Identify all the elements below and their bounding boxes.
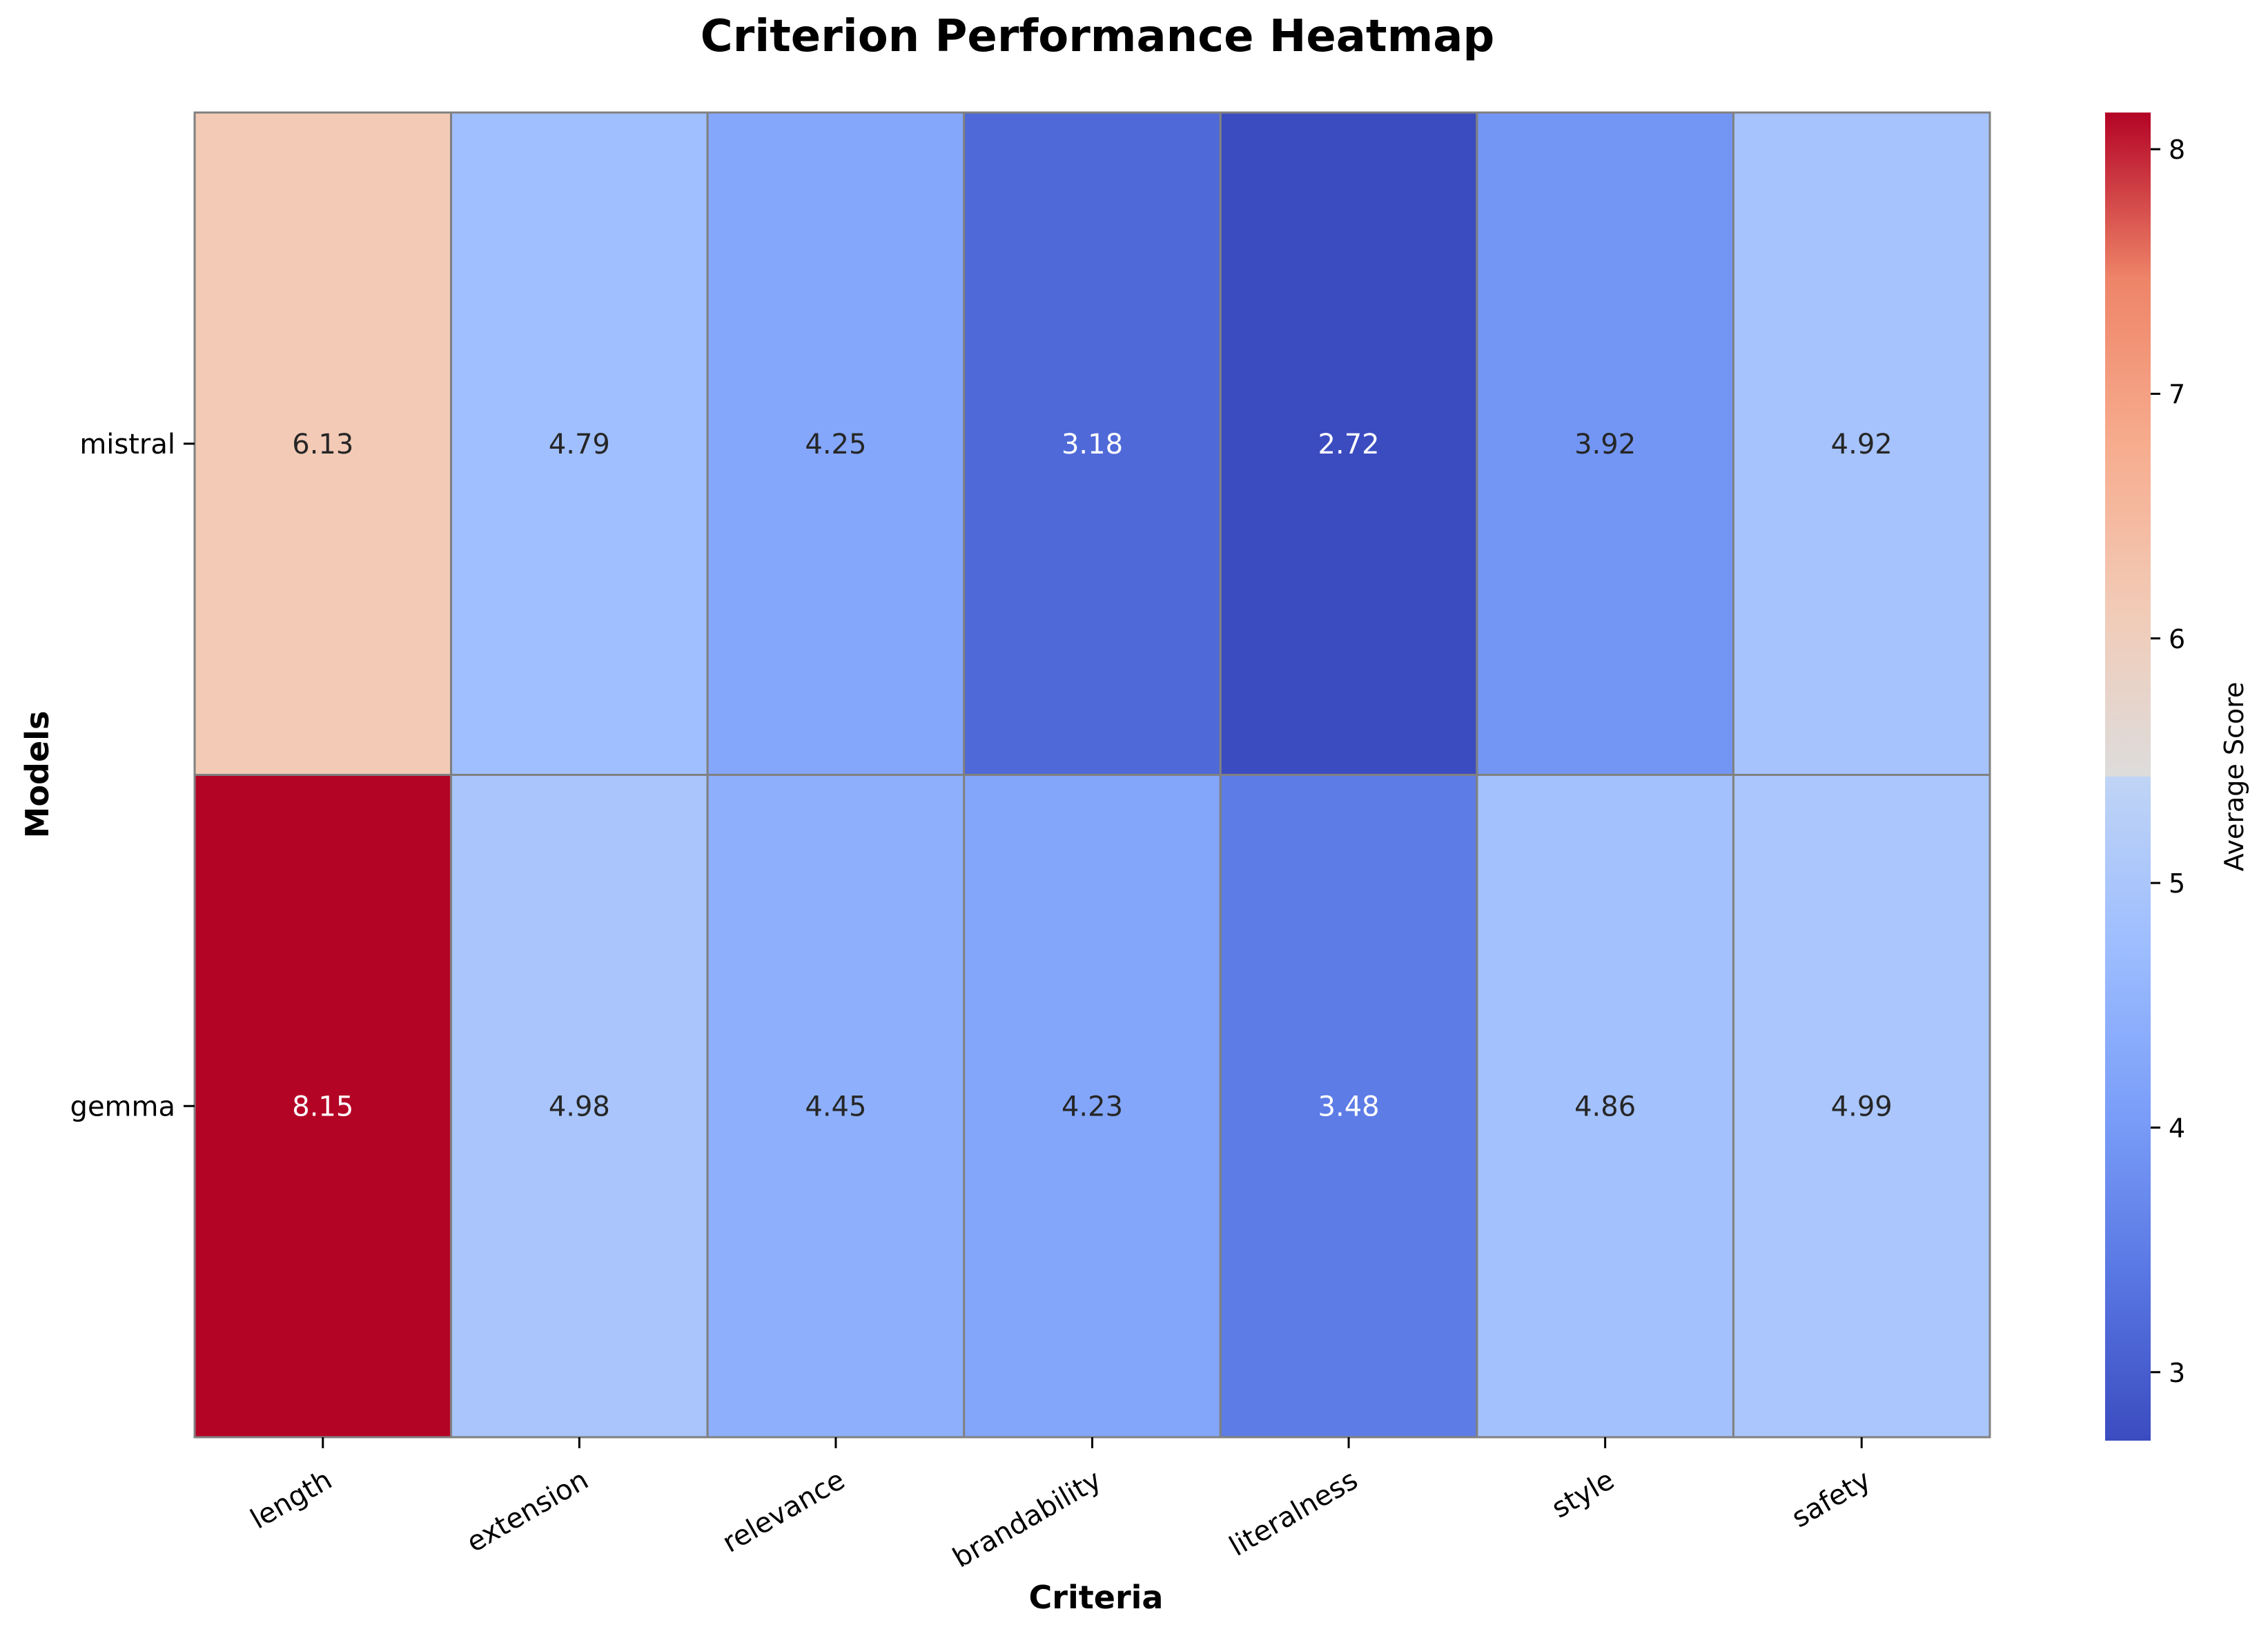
- heatmap-cell: [706, 111, 966, 776]
- heatmap-cell: [1732, 774, 1991, 1439]
- cell-value-label: 4.86: [1574, 1091, 1636, 1122]
- colorbar: Average Score 3 4 5 6 7 8: [2105, 113, 2249, 1441]
- cell-value-label: 4.23: [1062, 1091, 1123, 1122]
- y-axis: mistral gemma: [70, 429, 195, 1122]
- cell-value-label: 8.15: [292, 1091, 353, 1122]
- y-tick-label: gemma: [70, 1091, 175, 1122]
- x-tick-label: brandability: [948, 1464, 1107, 1575]
- colorbar-tick-label: 6: [2169, 624, 2185, 654]
- x-tick-label: style: [1547, 1464, 1620, 1525]
- heatmap-cell: [1732, 111, 1991, 776]
- heatmap-cells: 6.13 4.79 4.25 3.18 2.72 3.92 4.92 8.15 4.98 4.45…: [193, 111, 1991, 1439]
- heatmap-cell: [193, 774, 453, 1439]
- colorbar-tick-label: 8: [2169, 135, 2185, 165]
- cell-value-label: 4.25: [805, 429, 866, 460]
- chart-title: Criterion Performance Heatmap: [701, 11, 1495, 62]
- heatmap-cell: [1476, 111, 1734, 776]
- x-axis-label: Criteria: [1029, 1579, 1164, 1616]
- colorbar-tick-label: 4: [2169, 1113, 2185, 1143]
- y-tick-label: mistral: [79, 429, 175, 460]
- cell-value-label: 3.92: [1574, 429, 1636, 460]
- colorbar-label: Average Score: [2219, 682, 2249, 872]
- heatmap-cell: [450, 111, 709, 776]
- heatmap-cell: [706, 774, 966, 1439]
- cell-value-label: 2.72: [1318, 429, 1380, 460]
- colorbar-tick-label: 5: [2169, 868, 2185, 899]
- cell-value-label: 4.98: [549, 1091, 610, 1122]
- cell-value-label: 3.18: [1062, 429, 1123, 460]
- cell-value-label: 4.92: [1831, 429, 1893, 460]
- cell-value-label: 4.45: [805, 1091, 866, 1122]
- heatmap-cell: [1219, 774, 1478, 1439]
- x-tick-label: relevance: [717, 1464, 850, 1559]
- colorbar-tick-label: 7: [2169, 379, 2185, 409]
- x-axis: length extension relevance brandability lite…: [245, 1437, 1876, 1575]
- y-axis-label: Models: [19, 711, 56, 839]
- cell-value-label: 4.99: [1831, 1091, 1893, 1122]
- colorbar-tick-label: 3: [2169, 1358, 2185, 1388]
- x-tick-label: extension: [461, 1464, 594, 1559]
- colorbar-gradient: [2105, 113, 2151, 1441]
- heatmap-cell: [1219, 111, 1478, 776]
- heatmap-cell: [1476, 774, 1734, 1439]
- heatmap-cell: [193, 111, 453, 776]
- cell-value-label: 6.13: [292, 429, 353, 460]
- x-tick-label: safety: [1786, 1464, 1876, 1535]
- cell-value-label: 3.48: [1318, 1091, 1380, 1122]
- x-tick-label: literalness: [1224, 1464, 1363, 1563]
- cell-value-label: 4.79: [549, 429, 610, 460]
- x-tick-label: length: [245, 1464, 337, 1536]
- heatmap-cell: [963, 111, 1222, 776]
